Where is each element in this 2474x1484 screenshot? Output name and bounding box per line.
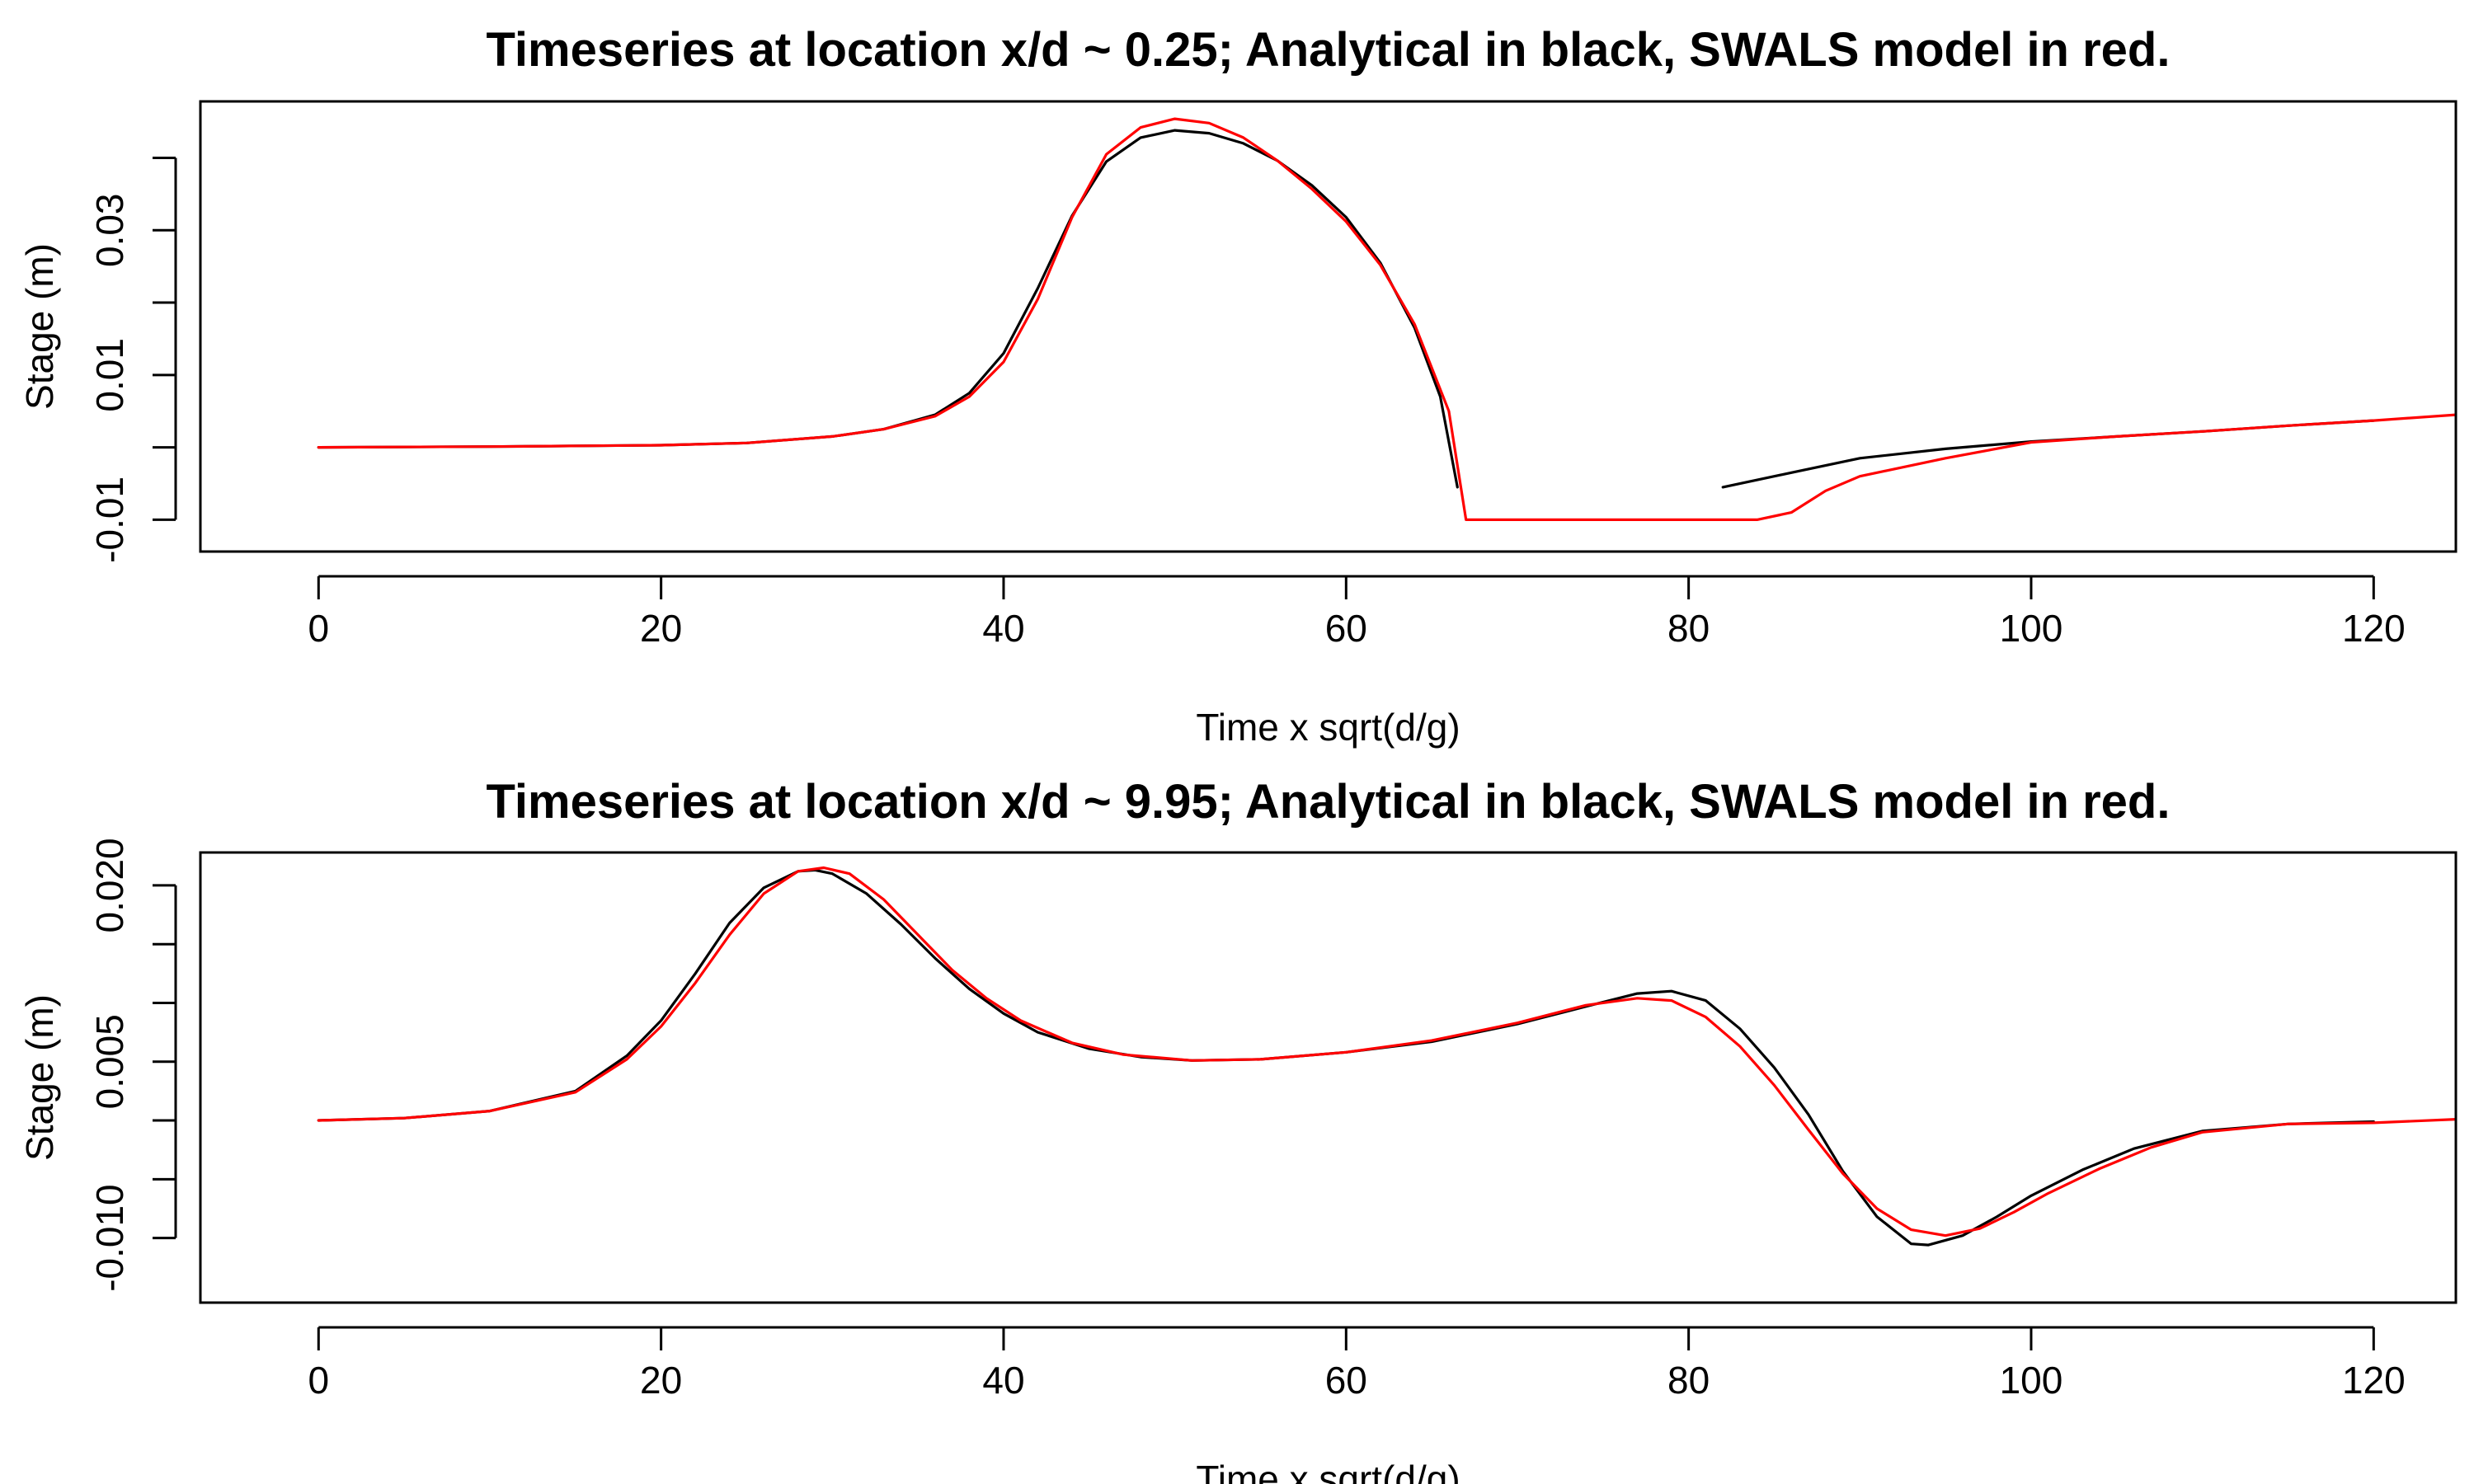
x-tick-label: 120 xyxy=(2342,1359,2406,1402)
y-axis-label: Stage (m) xyxy=(18,243,61,410)
y-tick-label: 0.01 xyxy=(88,338,131,412)
x-tick-label: 0 xyxy=(308,607,329,650)
x-tick-label: 60 xyxy=(1325,607,1367,650)
y-axis-label: Stage (m) xyxy=(18,994,61,1161)
y-tick-label: 0.020 xyxy=(88,838,131,932)
x-axis-label: Time x sqrt(d/g) xyxy=(1196,1458,1460,1484)
y-tick-label: -0.010 xyxy=(88,1184,131,1291)
x-tick-label: 0 xyxy=(308,1359,329,1402)
x-tick-label: 40 xyxy=(982,607,1024,650)
plot-frame xyxy=(199,851,2458,1304)
x-tick-label: 80 xyxy=(1667,607,1710,650)
x-tick-label: 120 xyxy=(2342,607,2406,650)
x-axis-label: Time x sqrt(d/g) xyxy=(1196,706,1460,749)
x-tick-label: 40 xyxy=(982,1359,1024,1402)
series-0-line-segment-0 xyxy=(317,129,1459,489)
x-tick-label: 60 xyxy=(1325,1359,1367,1402)
series-group xyxy=(317,866,2456,1247)
series-1-line-segment-0 xyxy=(317,866,2456,1237)
series-group xyxy=(317,117,2456,522)
bottom-panel: Timeseries at location x/d ~ 9.95; Analy… xyxy=(18,775,2458,1484)
top-panel: Timeseries at location x/d ~ 0.25; Analy… xyxy=(18,23,2458,749)
y-tick-label: 0.005 xyxy=(88,1014,131,1109)
y-tick-label: -0.01 xyxy=(88,477,131,563)
x-tick-label: 20 xyxy=(640,1359,682,1402)
chart-title: Timeseries at location x/d ~ 9.95; Analy… xyxy=(487,775,2171,829)
series-0-line-segment-1 xyxy=(1721,419,2375,489)
plot-frame xyxy=(199,100,2458,553)
chart-title: Timeseries at location x/d ~ 0.25; Analy… xyxy=(487,23,2171,77)
x-tick-label: 100 xyxy=(2000,1359,2063,1402)
x-tick-label: 20 xyxy=(640,607,682,650)
x-tick-label: 80 xyxy=(1667,1359,1710,1402)
x-tick-label: 100 xyxy=(2000,607,2063,650)
series-1-line-segment-0 xyxy=(317,117,2456,522)
y-tick-label: 0.03 xyxy=(88,193,131,267)
